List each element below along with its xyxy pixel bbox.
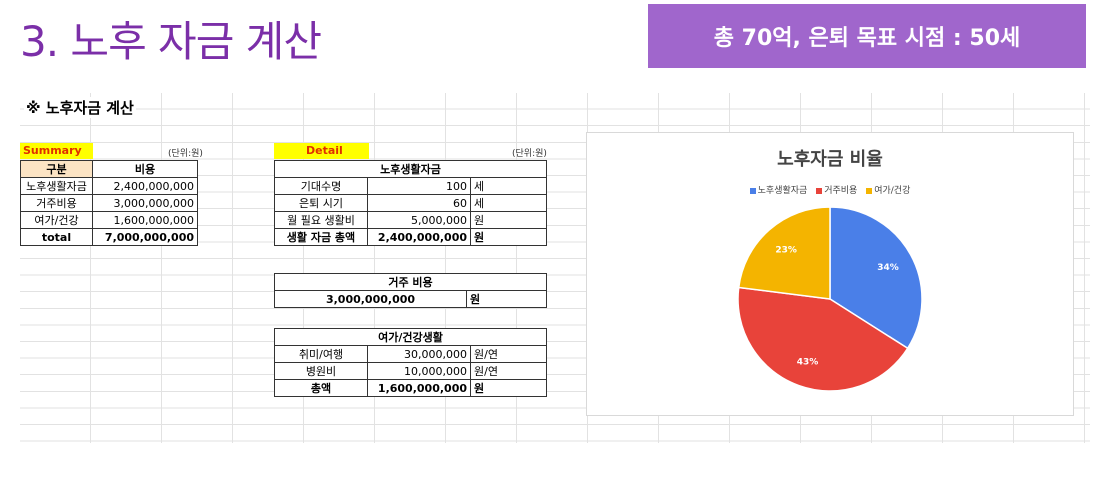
detail-label: Detail — [274, 143, 369, 159]
pie-data-label: 43% — [797, 357, 819, 367]
pie-data-label: 23% — [775, 245, 797, 255]
summary-header-category: 구분 — [20, 160, 93, 178]
leisure-row-value[interactable]: 30,000,000 — [367, 345, 471, 363]
living-row-unit[interactable]: 세 — [470, 194, 547, 212]
pie-plot-area: 34% 43% 23% — [737, 206, 923, 392]
housing-cost-value[interactable]: 3,000,000,000 — [274, 290, 467, 308]
leisure-total-label[interactable]: 총액 — [274, 379, 368, 397]
summary-label: Summary — [20, 143, 93, 159]
housing-cost-title: 거주 비용 — [274, 273, 547, 291]
leisure-total-value[interactable]: 1,600,000,000 — [367, 379, 471, 397]
living-total-value[interactable]: 2,400,000,000 — [367, 228, 471, 246]
summary-row-value[interactable]: 1,600,000,000 — [92, 211, 198, 229]
legend-item: 여가/건강 — [866, 186, 910, 196]
living-row-value[interactable]: 100 — [367, 177, 471, 195]
leisure-total-unit[interactable]: 원 — [470, 379, 547, 397]
legend-swatch — [749, 187, 756, 194]
summary-total-label[interactable]: total — [20, 228, 93, 246]
summary-total-value[interactable]: 7,000,000,000 — [92, 228, 198, 246]
summary-row-value[interactable]: 2,400,000,000 — [92, 177, 198, 195]
living-total-unit[interactable]: 원 — [470, 228, 547, 246]
housing-cost-table: 거주 비용 3,000,000,000 원 — [274, 273, 547, 308]
leisure-row-value[interactable]: 10,000,000 — [367, 362, 471, 380]
leisure-row-unit[interactable]: 원/연 — [470, 345, 547, 363]
leisure-row-label[interactable]: 병원비 — [274, 362, 368, 380]
chart-legend: 노후생활자금 거주비용 여가/건강 — [587, 183, 1073, 196]
living-row-value[interactable]: 5,000,000 — [367, 211, 471, 229]
summary-row-label[interactable]: 거주비용 — [20, 194, 93, 212]
legend-swatch — [866, 187, 873, 194]
leisure-row-label[interactable]: 취미/여행 — [274, 345, 368, 363]
summary-unit: (단위:원) — [168, 149, 203, 159]
legend-item: 노후생활자금 — [749, 186, 808, 196]
legend-item: 거주비용 — [816, 186, 857, 196]
living-expense-title: 노후생활자금 — [274, 160, 547, 178]
pie-data-label: 34% — [877, 263, 899, 273]
legend-swatch — [816, 187, 823, 194]
living-expense-table: 노후생활자금 기대수명 100 세 은퇴 시기 60 세 월 필요 생활비 5,… — [274, 160, 547, 246]
legend-label: 여가/건강 — [874, 186, 911, 196]
living-row-label[interactable]: 월 필요 생활비 — [274, 211, 368, 229]
living-row-unit[interactable]: 세 — [470, 177, 547, 195]
detail-unit: (단위:원) — [512, 149, 547, 159]
leisure-health-table: 여가/건강생활 취미/여행 30,000,000 원/연 병원비 10,000,… — [274, 328, 547, 397]
summary-header-cost: 비용 — [92, 160, 198, 178]
pie-chart[interactable]: 노후자금 비율 노후생활자금 거주비용 여가/건강 34% 43% 23% — [586, 132, 1074, 416]
living-total-label[interactable]: 생활 자금 총액 — [274, 228, 368, 246]
summary-row-value[interactable]: 3,000,000,000 — [92, 194, 198, 212]
chart-title: 노후자금 비율 — [777, 149, 883, 170]
living-row-unit[interactable]: 원 — [470, 211, 547, 229]
living-row-label[interactable]: 은퇴 시기 — [274, 194, 368, 212]
summary-row-label[interactable]: 노후생활자금 — [20, 177, 93, 195]
page-title: 3. 노후 자금 계산 — [20, 17, 322, 66]
goal-banner: 총 70억, 은퇴 목표 시점 : 50세 — [648, 4, 1086, 68]
summary-table: 구분 비용 노후생활자금 2,400,000,000 거주비용 3,000,00… — [20, 160, 198, 246]
leisure-row-unit[interactable]: 원/연 — [470, 362, 547, 380]
leisure-health-title: 여가/건강생활 — [274, 328, 547, 346]
legend-label: 노후생활자금 — [757, 186, 808, 196]
legend-label: 거주비용 — [824, 186, 858, 196]
living-row-label[interactable]: 기대수명 — [274, 177, 368, 195]
living-row-value[interactable]: 60 — [367, 194, 471, 212]
summary-row-label[interactable]: 여가/건강 — [20, 211, 93, 229]
housing-cost-unit[interactable]: 원 — [466, 290, 547, 308]
pie-slice[interactable] — [737, 206, 831, 300]
pie-slice[interactable] — [737, 286, 909, 392]
sheet-title: ※ 노후자금 계산 — [24, 97, 136, 118]
